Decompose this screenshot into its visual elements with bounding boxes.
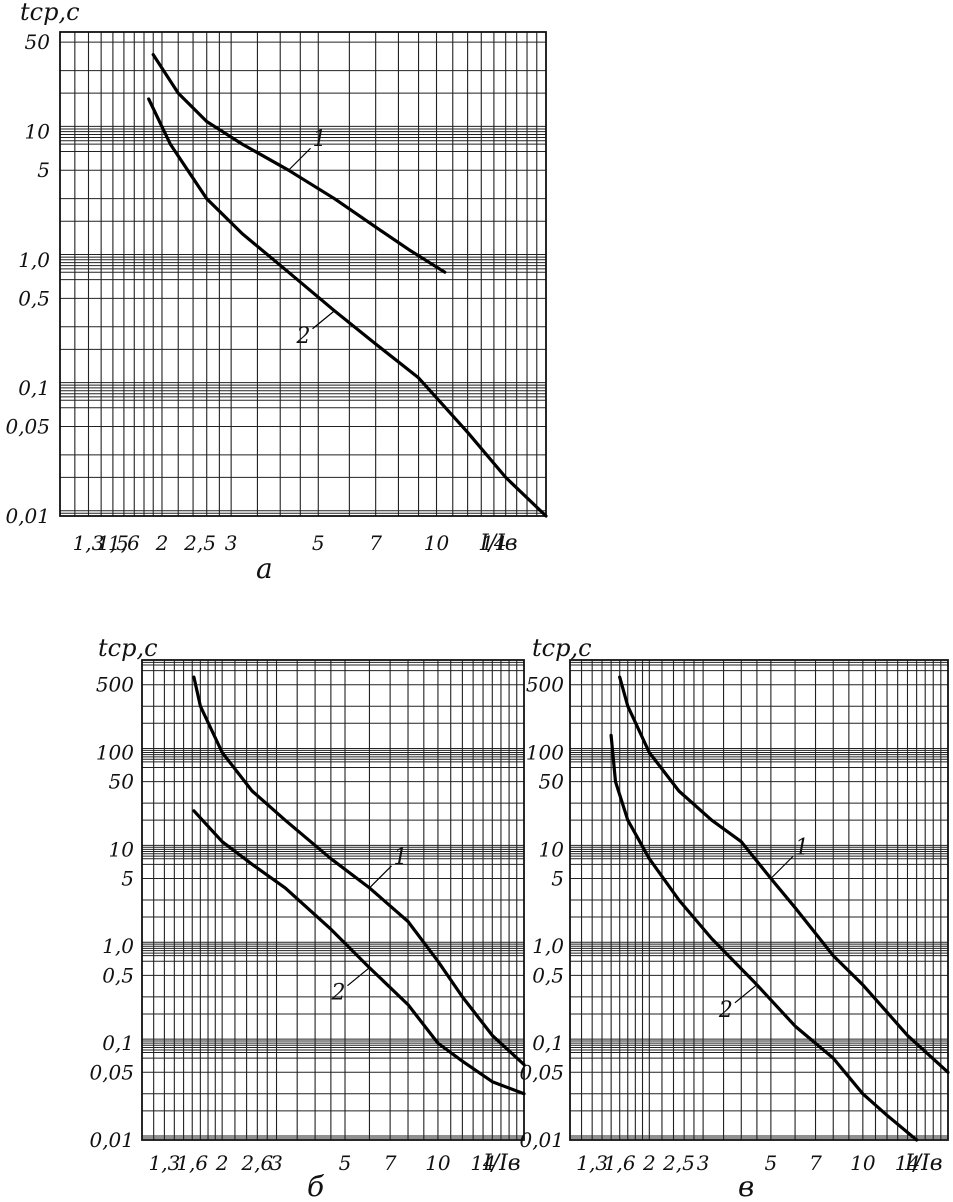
x-tick-label: 10 bbox=[424, 531, 450, 555]
x-tick-label: 1,6 bbox=[176, 1151, 208, 1175]
y-tick-label: 50 bbox=[109, 770, 135, 794]
x-tick-label: 5 bbox=[312, 531, 325, 555]
series-line-1 bbox=[151, 53, 447, 274]
x-tick-label: 3 bbox=[697, 1151, 710, 1175]
y-tick-label: 5 bbox=[551, 867, 564, 891]
x-axis-label: I/Iв bbox=[482, 1151, 521, 1176]
x-tick-label: 1,3 bbox=[73, 531, 105, 555]
x-tick-label: 5 bbox=[339, 1151, 352, 1175]
x-tick-label: 2,5 bbox=[183, 531, 216, 555]
plot-frame bbox=[141, 659, 525, 1141]
panel-label: б bbox=[307, 1170, 325, 1202]
y-tick-label: 1,0 bbox=[102, 934, 134, 958]
series-label: 2 bbox=[330, 981, 345, 1006]
y-axis-label: tср,с bbox=[532, 634, 592, 662]
x-tick-label: 1,6 bbox=[604, 1151, 636, 1175]
y-tick-label: 10 bbox=[25, 120, 51, 144]
series-label: 2 bbox=[296, 324, 311, 349]
x-tick-label: 14 bbox=[470, 1151, 495, 1175]
x-axis-label: I/Iв bbox=[479, 531, 518, 556]
x-tick-label: 1,6 bbox=[108, 531, 140, 555]
series-label: 1 bbox=[393, 845, 407, 870]
y-tick-label: 0,1 bbox=[532, 1031, 564, 1055]
series-line-2 bbox=[609, 733, 919, 1142]
x-tick-label: 1,5 bbox=[97, 531, 129, 555]
x-tick-label: 14 bbox=[481, 531, 506, 555]
series-label: 1 bbox=[795, 836, 809, 861]
x-tick-label: 2 bbox=[642, 1151, 656, 1175]
series-leader-line bbox=[369, 865, 392, 889]
y-tick-label: 0,5 bbox=[102, 963, 134, 987]
y-tick-label: 0,01 bbox=[89, 1128, 134, 1152]
y-tick-label: 0,05 bbox=[5, 414, 50, 438]
chart-panel-b: 500 100 50 10 5 1,0 0,5 0,1 0,05 0,01 1,31,6 2 2,63 5… bbox=[89, 634, 526, 1202]
y-axis-label: tср,с bbox=[98, 634, 158, 662]
x-tick-label: 14 bbox=[895, 1151, 920, 1175]
y-tick-label: 1,0 bbox=[18, 248, 50, 272]
y-tick-label: 0,01 bbox=[5, 504, 50, 528]
y-tick-label: 0,05 bbox=[89, 1060, 134, 1084]
x-tick-label: 1,3 bbox=[148, 1151, 180, 1175]
series-leader-line bbox=[312, 310, 335, 330]
y-tick-label: 50 bbox=[25, 30, 51, 54]
x-tick-label: 2 bbox=[155, 531, 169, 555]
x-tick-label: 2,5 bbox=[662, 1151, 695, 1175]
series-leader-line bbox=[734, 984, 758, 1004]
plot-frame bbox=[569, 659, 949, 1141]
chart-panel-a: 50 10 5 1,0 0,5 0,1 0,05 0,01 1,31,51,6 2 2,5 3 5 7 10… bbox=[5, 0, 548, 585]
x-tick-label: 10 bbox=[425, 1151, 451, 1175]
y-tick-label: 0,1 bbox=[18, 376, 50, 400]
series-label: 2 bbox=[718, 998, 733, 1023]
y-tick-label: 10 bbox=[109, 837, 135, 861]
series-line-2 bbox=[147, 97, 548, 518]
y-tick-label: 500 bbox=[96, 673, 134, 697]
series-line-2 bbox=[192, 809, 526, 1096]
x-tick-label: 5 bbox=[765, 1151, 778, 1175]
series-leader-line bbox=[770, 856, 794, 879]
x-tick-label: 10 bbox=[850, 1151, 876, 1175]
x-tick-label: 3 bbox=[270, 1151, 283, 1175]
series-line-1 bbox=[618, 675, 950, 1074]
y-axis-label: tср,с bbox=[20, 0, 80, 26]
series-leader-line bbox=[288, 147, 311, 171]
x-tick-label: 1,3 bbox=[576, 1151, 608, 1175]
x-tick-label: 3 bbox=[225, 531, 238, 555]
panel-label: а bbox=[256, 552, 273, 585]
x-tick-label: 7 bbox=[809, 1151, 822, 1175]
y-tick-label: 100 bbox=[96, 740, 134, 764]
y-tick-label: 50 bbox=[539, 770, 565, 794]
x-tick-label: 7 bbox=[384, 1151, 397, 1175]
series-leader-line bbox=[347, 967, 370, 987]
y-tick-label: 100 bbox=[526, 740, 564, 764]
y-tick-label: 10 bbox=[539, 837, 565, 861]
x-tick-label: 2 bbox=[215, 1151, 229, 1175]
x-axis-label: I/Iв bbox=[904, 1151, 943, 1176]
y-tick-label: 0,5 bbox=[532, 963, 564, 987]
plot-frame bbox=[59, 31, 547, 517]
y-tick-label: 0,1 bbox=[102, 1031, 134, 1055]
y-tick-label: 5 bbox=[37, 158, 50, 182]
y-tick-label: 0,05 bbox=[519, 1060, 564, 1084]
y-tick-label: 500 bbox=[526, 673, 564, 697]
y-tick-label: 0,5 bbox=[18, 286, 50, 310]
y-tick-label: 0,01 bbox=[519, 1128, 564, 1152]
x-tick-label: 7 bbox=[369, 531, 382, 555]
y-tick-label: 1,0 bbox=[532, 934, 564, 958]
series-line-1 bbox=[192, 675, 526, 1067]
x-tick-label: 2,6 bbox=[240, 1151, 273, 1175]
panel-label: в bbox=[738, 1170, 754, 1202]
series-label: 1 bbox=[313, 127, 327, 152]
y-tick-label: 5 bbox=[121, 867, 134, 891]
